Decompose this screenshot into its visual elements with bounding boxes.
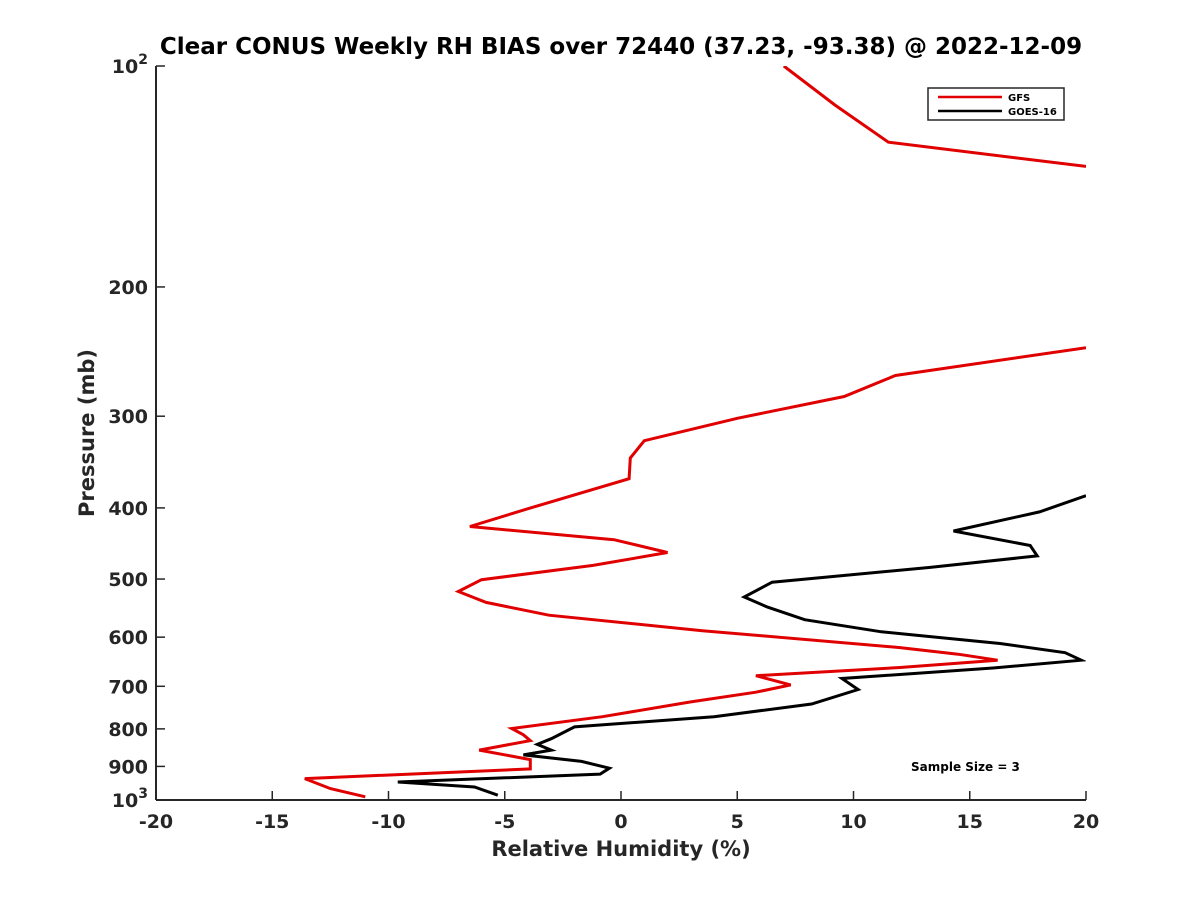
x-tick-label: -5 xyxy=(494,811,515,833)
y-tick-label: 900 xyxy=(108,756,148,778)
y-tick-label: 600 xyxy=(108,627,148,649)
y-tick-label: 800 xyxy=(108,719,148,741)
y-tick-label: 200 xyxy=(108,277,148,299)
y-tick-label: 300 xyxy=(108,406,148,428)
x-tick-label: 10 xyxy=(840,811,866,833)
x-tick-label: 20 xyxy=(1073,811,1099,833)
x-tick-label: 5 xyxy=(731,811,744,833)
y-tick-label: 102 xyxy=(112,52,148,78)
y-tick-label: 103 xyxy=(112,786,148,812)
legend-label-goes16: GOES-16 xyxy=(1008,107,1057,118)
chart-title: Clear CONUS Weekly RH BIAS over 72440 (3… xyxy=(160,34,1082,60)
series-line-goes16 xyxy=(397,494,1086,797)
legend: GFS GOES-16 xyxy=(927,87,1065,121)
legend-box xyxy=(927,87,1065,121)
sample-size-annotation: Sample Size = 3 xyxy=(911,760,1020,774)
y-tick-label: 500 xyxy=(108,569,148,591)
y-axis-label: Pressure (mb) xyxy=(75,349,99,517)
y-tick-label: 700 xyxy=(108,676,148,698)
x-tick-label: -15 xyxy=(255,811,289,833)
x-tick-label: 15 xyxy=(957,811,983,833)
axes-group xyxy=(155,66,1086,801)
x-tick-label: -10 xyxy=(371,811,405,833)
series-lines-group xyxy=(304,66,1086,799)
series-line-gfs xyxy=(304,66,1086,799)
legend-label-gfs: GFS xyxy=(1008,93,1030,104)
x-tick-label: -20 xyxy=(139,811,173,833)
x-axis-label: Relative Humidity (%) xyxy=(491,837,750,861)
x-tick-label: 0 xyxy=(614,811,627,833)
ticks-group: -20 -15 -10 -5 0 5 10 15 20 102 200 300 400 500 600 700… xyxy=(108,52,1099,833)
y-tick-label: 400 xyxy=(108,498,148,520)
